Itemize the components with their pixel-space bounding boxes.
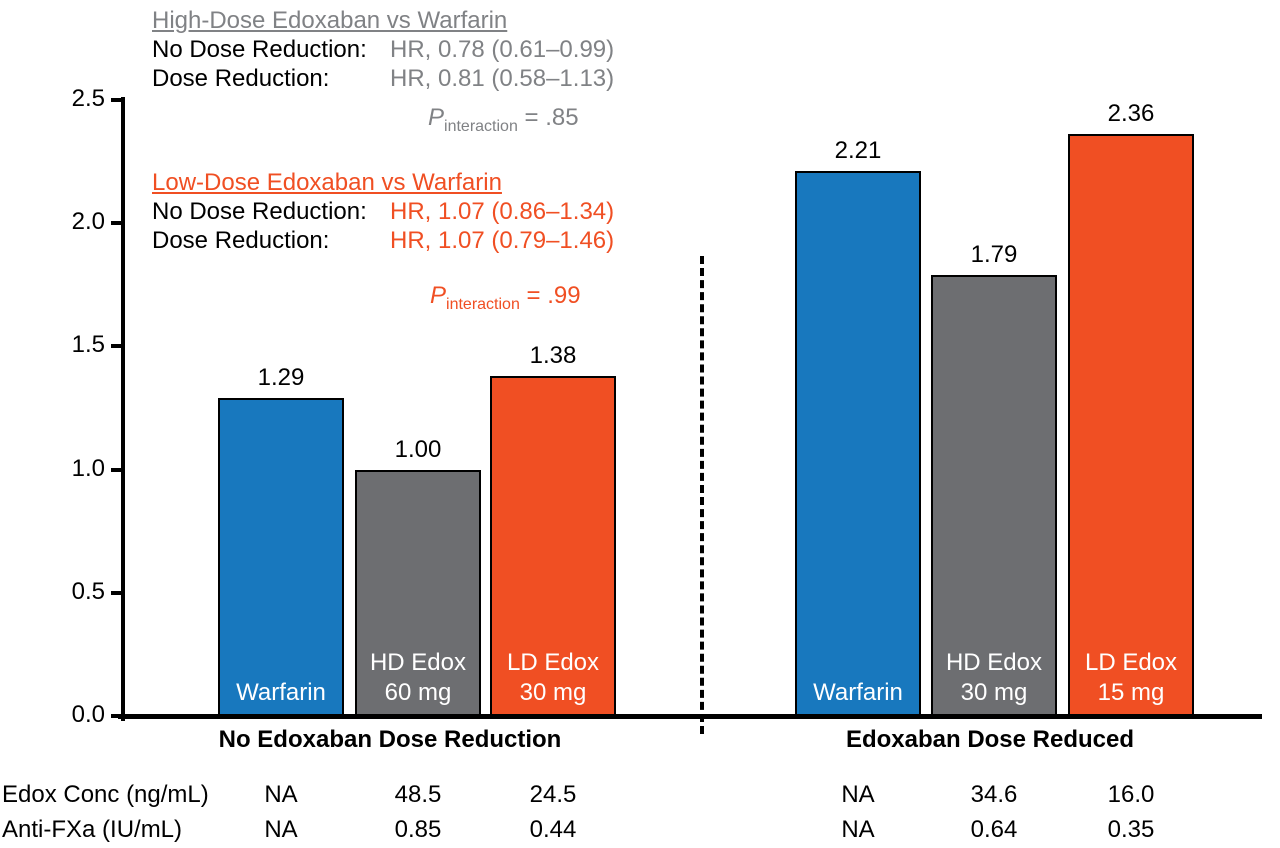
row-label: Dose Reduction:: [152, 227, 330, 254]
y-tick: [111, 344, 125, 349]
y-tick: [111, 221, 125, 226]
row-value: HR, 1.07 (0.86–1.34): [390, 198, 615, 225]
table-cell: 0.35: [1107, 816, 1155, 843]
y-tick-label: 2.5: [71, 85, 105, 112]
bar-name-label: HD Edox 60 mg: [357, 648, 479, 708]
high-dose-annotation: High-Dose Edoxaban vs Warfarin No Dose R…: [152, 6, 614, 93]
table-row-label-edox-conc-ng-ml: Edox Conc (ng/mL): [2, 781, 209, 808]
row-label: No Dose Reduction:: [152, 198, 367, 225]
bar-value-label: 2.21: [834, 137, 882, 165]
row-value: HR, 1.07 (0.79–1.46): [390, 227, 615, 254]
table-cell: 16.0: [1107, 781, 1155, 808]
bar-name-label-line: Warfarin: [236, 678, 326, 706]
bar-name-label-line: 15 mg: [1097, 678, 1165, 706]
low-dose-row-reduction: Dose Reduction: HR, 1.07 (0.79–1.46): [152, 226, 614, 255]
table-cell: NA: [264, 816, 298, 843]
bar-edoxaban-dose-reduced-warfarin: Warfarin: [795, 171, 921, 716]
high-dose-title: High-Dose Edoxaban vs Warfarin: [152, 7, 508, 34]
group-divider-dashed-line: [700, 256, 704, 734]
high-dose-p-interaction: Pinteraction = .85: [428, 104, 579, 136]
table-cell: 0.64: [970, 816, 1018, 843]
bar-name-label-line: HD Edox: [369, 648, 467, 676]
y-tick-label: 0.5: [71, 577, 105, 605]
bar-no-edoxaban-dose-reduction-warfarin: Warfarin: [218, 398, 344, 716]
bar-name-label: Warfarin: [797, 678, 919, 708]
p-symbol: P: [430, 282, 447, 309]
low-dose-row-no-reduction: No Dose Reduction: HR, 1.07 (0.86–1.34): [152, 197, 614, 226]
bar-edoxaban-dose-reduced-ld-edox-15-mg: LD Edox 15 mg: [1068, 134, 1194, 716]
bar-value-label: 1.79: [970, 240, 1018, 268]
group-label-no-edoxaban-dose-reduction: No Edoxaban Dose Reduction: [218, 726, 562, 753]
bar-value-label: 1.00: [394, 435, 442, 463]
bar-no-edoxaban-dose-reduction-hd-edox-60-mg: HD Edox 60 mg: [355, 469, 481, 716]
row-label: Dose Reduction:: [152, 65, 330, 92]
p-value: = .85: [517, 104, 579, 131]
bar-name-label-line: Warfarin: [813, 678, 903, 706]
table-cell: NA: [264, 781, 298, 808]
high-dose-row-no-reduction: No Dose Reduction: HR, 0.78 (0.61–0.99): [152, 35, 614, 64]
row-value: HR, 0.81 (0.58–1.13): [390, 65, 615, 92]
high-dose-row-reduction: Dose Reduction: HR, 0.81 (0.58–1.13): [152, 64, 614, 93]
y-axis-line: [121, 97, 125, 721]
x-axis-line: [118, 714, 1262, 719]
table-cell: NA: [841, 816, 875, 843]
bar-value-label: 1.29: [257, 364, 305, 392]
table-cell: 0.44: [529, 816, 577, 843]
row-value: HR, 0.78 (0.61–0.99): [390, 36, 615, 63]
y-tick: [111, 467, 125, 472]
y-tick-label: 2.0: [71, 208, 105, 236]
table-row-label-anti-fxa-iu-ml: Anti-FXa (IU/mL): [2, 816, 183, 843]
bar-name-label: LD Edox 30 mg: [492, 648, 614, 708]
low-dose-title: Low-Dose Edoxaban vs Warfarin: [152, 169, 502, 196]
bar-no-edoxaban-dose-reduction-ld-edox-30-mg: LD Edox 30 mg: [490, 375, 616, 716]
bar-name-label: HD Edox 30 mg: [933, 648, 1055, 708]
row-label: No Dose Reduction:: [152, 36, 367, 63]
p-subscript: interaction: [444, 117, 518, 135]
bar-name-label-line: 60 mg: [384, 678, 452, 706]
y-tick-label: 0.0: [71, 701, 105, 728]
p-subscript: interaction: [446, 295, 520, 313]
table-cell: 24.5: [529, 781, 577, 808]
table-cell: 0.85: [394, 816, 442, 843]
y-tick: [111, 714, 125, 718]
y-tick-label: 1.0: [71, 454, 105, 482]
bar-name-label-line: 30 mg: [519, 678, 587, 706]
bar-name-label-line: 30 mg: [960, 678, 1028, 706]
bar-value-label: 1.38: [529, 341, 577, 369]
table-cell: NA: [841, 781, 875, 808]
low-dose-annotation: Low-Dose Edoxaban vs Warfarin No Dose Re…: [152, 168, 614, 255]
p-value: = .99: [519, 282, 581, 309]
bar-name-label: LD Edox 15 mg: [1070, 648, 1192, 708]
y-tick-label: 1.5: [71, 331, 105, 359]
bar-name-label-line: LD Edox: [506, 648, 600, 676]
table-cell: 34.6: [970, 781, 1018, 808]
bar-value-label: 2.36: [1107, 100, 1155, 128]
low-dose-p-interaction: Pinteraction = .99: [430, 282, 581, 314]
bar-name-label: Warfarin: [220, 678, 342, 708]
y-tick: [111, 590, 125, 595]
group-label-edoxaban-dose-reduced: Edoxaban Dose Reduced: [845, 726, 1135, 753]
table-cell: 48.5: [394, 781, 442, 808]
p-symbol: P: [428, 104, 445, 131]
bar-name-label-line: HD Edox: [945, 648, 1043, 676]
y-tick: [111, 98, 125, 102]
bar-edoxaban-dose-reduced-hd-edox-30-mg: HD Edox 30 mg: [931, 274, 1057, 716]
bar-name-label-line: LD Edox: [1084, 648, 1178, 676]
